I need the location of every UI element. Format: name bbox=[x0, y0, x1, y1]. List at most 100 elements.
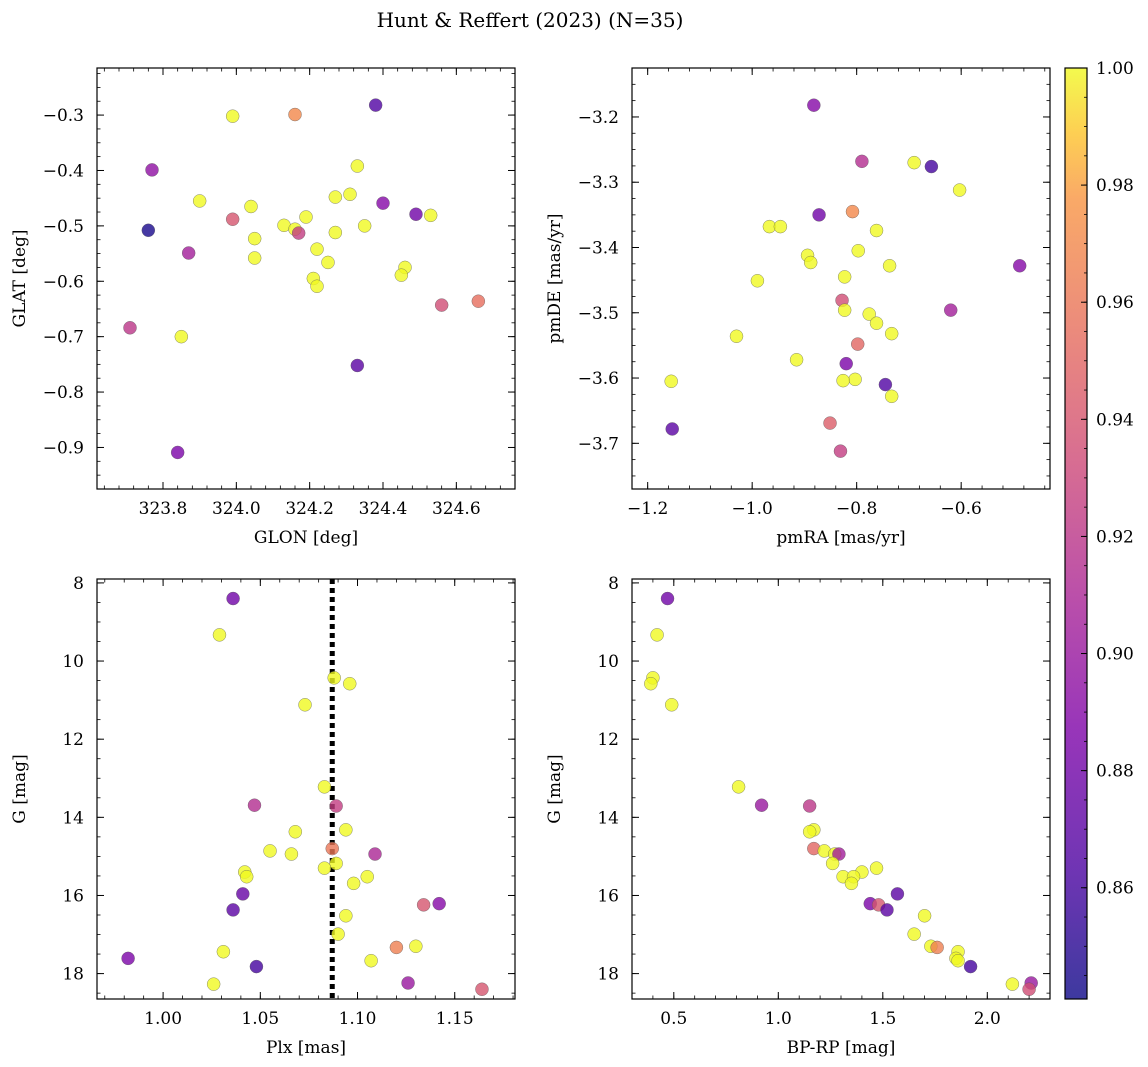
axes-frame bbox=[631, 67, 1051, 490]
x-tick-label: 324.0 bbox=[212, 499, 261, 519]
scatter-point bbox=[226, 903, 240, 917]
scatter-point bbox=[192, 194, 207, 208]
y-tick-label: −0.4 bbox=[43, 161, 84, 181]
x-tick-label: 1.05 bbox=[241, 1009, 279, 1029]
scatter-point bbox=[789, 353, 804, 367]
colorbar-ticks: 0.86 0.88 0.90 0.92 0.94 0.96 0.98 1.00 bbox=[1081, 59, 1134, 976]
scatter-point bbox=[394, 268, 409, 282]
y-tick-label: 16 bbox=[597, 886, 619, 906]
axes-frame bbox=[631, 578, 1051, 1000]
scatter-point bbox=[343, 187, 357, 202]
panel-1: 323.8 324.0 324.2 324.4 324.6 −0.9 −0.8 −0.7 −0.… bbox=[10, 67, 516, 548]
scatter-point bbox=[880, 903, 894, 917]
scatter-point bbox=[869, 861, 884, 875]
y-tick-label: −0.9 bbox=[43, 438, 84, 458]
colorbar-gradient bbox=[1065, 68, 1087, 999]
scatter-point bbox=[346, 876, 361, 891]
scatter-point bbox=[350, 159, 365, 173]
scatter-point bbox=[263, 844, 277, 858]
x-axis-label: BP-RP [mag] bbox=[787, 1038, 896, 1058]
scatter-point bbox=[951, 953, 965, 968]
scatter-point bbox=[432, 896, 446, 911]
y-tick-label: 12 bbox=[62, 730, 84, 750]
scatter-point bbox=[660, 591, 675, 606]
y-tick-label: −0.5 bbox=[43, 217, 84, 237]
scatter-point bbox=[239, 869, 254, 884]
y-tick-label: −3.3 bbox=[578, 173, 619, 193]
y-tick-label: 14 bbox=[597, 808, 619, 828]
scatter-point bbox=[917, 909, 932, 923]
scatter-point bbox=[212, 628, 227, 642]
scatter-point bbox=[664, 374, 678, 389]
x-tick-label: −1.2 bbox=[627, 499, 668, 519]
scatter-point bbox=[832, 847, 846, 861]
scatter-point bbox=[401, 976, 415, 990]
scatter-point bbox=[924, 159, 939, 174]
scatter-point bbox=[288, 107, 302, 122]
scatter-point bbox=[963, 959, 978, 974]
scatter-point bbox=[350, 358, 365, 373]
x-tick-label: 323.8 bbox=[139, 499, 188, 519]
scatter-points bbox=[121, 591, 489, 996]
scatter-point bbox=[170, 445, 185, 460]
scatter-point bbox=[664, 698, 679, 712]
axes-frame bbox=[96, 67, 516, 490]
panel-2: −1.2 −1.0 −0.8 −0.6 −3.7 −3.6 −3.5 −3.4 −3.3 −3.2… bbox=[545, 67, 1051, 548]
scatter-point bbox=[878, 377, 893, 392]
scatter-point bbox=[288, 825, 303, 839]
axes-frame bbox=[96, 578, 516, 1000]
panel-3: 1.00 1.05 1.10 1.15 8 10 12 14 16 18 Plx [mas] G [m… bbox=[10, 574, 516, 1058]
scatter-point bbox=[833, 444, 848, 458]
scatter-point bbox=[141, 223, 156, 238]
scatter-point bbox=[907, 155, 921, 170]
colorbar-tick-label: 0.92 bbox=[1096, 527, 1134, 547]
scatter-point bbox=[317, 780, 332, 794]
x-tick-label: 324.6 bbox=[432, 499, 481, 519]
y-tick-label: 12 bbox=[597, 730, 619, 750]
y-tick-label: 18 bbox=[597, 965, 619, 985]
scatter-point bbox=[943, 303, 958, 317]
scatter-point bbox=[174, 329, 189, 344]
scatter-point bbox=[825, 856, 840, 871]
scatter-point bbox=[376, 196, 390, 210]
scatter-point bbox=[364, 953, 378, 968]
scatter-point bbox=[327, 671, 341, 685]
scatter-point bbox=[328, 225, 343, 240]
scatter-point bbox=[644, 676, 658, 691]
scatter-point bbox=[1022, 982, 1036, 996]
scatter-point bbox=[884, 389, 899, 404]
scatter-point bbox=[310, 279, 324, 294]
y-tick-label: −0.8 bbox=[43, 383, 84, 403]
colorbar-frame bbox=[1064, 67, 1088, 1000]
scatter-point bbox=[225, 109, 240, 123]
scatter-points bbox=[644, 591, 1038, 996]
x-tick-label: −0.8 bbox=[836, 499, 877, 519]
scatter-point bbox=[471, 294, 486, 308]
x-axis-label: Plx [mas] bbox=[266, 1038, 346, 1058]
x-tick-label: −1.0 bbox=[732, 499, 773, 519]
colorbar-tick-label: 1.00 bbox=[1096, 59, 1134, 79]
scatter-point bbox=[823, 416, 837, 430]
y-tick-label: −3.4 bbox=[578, 238, 619, 258]
scatter-point bbox=[434, 298, 449, 312]
colorbar-tick-label: 0.88 bbox=[1096, 762, 1134, 782]
scatter-point bbox=[754, 798, 769, 812]
scatter-point bbox=[310, 242, 324, 256]
scatter-point bbox=[247, 251, 262, 265]
figure-title: Hunt & Reffert (2023) (N=35) bbox=[377, 8, 684, 32]
panel-4: 0.5 1.0 1.5 2.0 8 10 12 14 16 18 BP-RP [mag] G [mag… bbox=[545, 574, 1051, 1058]
x-tick-label: 2.0 bbox=[974, 1009, 1001, 1029]
y-tick-label: −0.7 bbox=[43, 328, 84, 348]
scatter-point bbox=[291, 226, 306, 240]
y-axis-label: GLAT [deg] bbox=[10, 229, 30, 327]
x-tick-label: 324.4 bbox=[359, 499, 408, 519]
panels: 323.8 324.0 324.2 324.4 324.6 −0.9 −0.8 −0.7 −0.… bbox=[10, 67, 1051, 1058]
x-tick-label: 1.15 bbox=[436, 1009, 474, 1029]
scatter-point bbox=[247, 798, 262, 812]
scatter-point bbox=[249, 959, 264, 974]
scatter-point bbox=[236, 887, 250, 901]
scatter-point bbox=[145, 163, 159, 177]
scatter-point bbox=[244, 199, 258, 214]
scatter-point bbox=[226, 591, 240, 606]
